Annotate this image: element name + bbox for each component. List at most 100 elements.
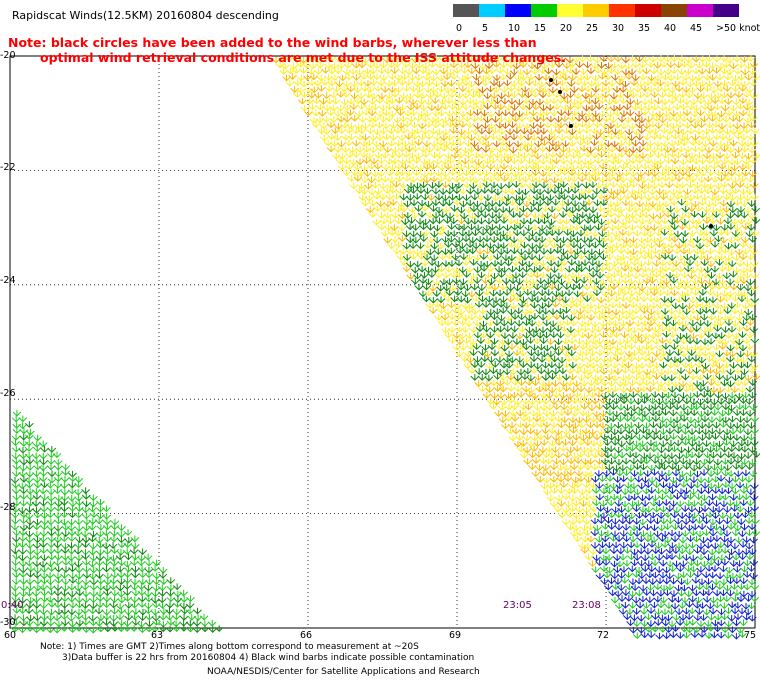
wind-barb [663,146,673,154]
wind-barb [504,91,513,99]
wind-barb [492,61,501,68]
wind-barb [365,152,375,160]
wind-barb [610,385,620,393]
wind-barb [658,259,668,267]
wind-barb [634,589,644,597]
wind-barb [428,61,437,68]
wind-barb [605,175,615,182]
wind-barb [688,86,697,94]
wind-barb [531,326,541,334]
wind-barb [405,157,414,165]
wind-barb [635,278,645,286]
wind-barb [589,295,599,303]
wind-barb [562,62,572,70]
wind-barb [631,61,641,69]
wind-barb [351,61,361,69]
wind-barb [368,121,378,129]
lat-label-30: -30 [0,617,16,628]
wind-barb [496,235,505,242]
wind-barb [592,278,601,285]
wind-barb [673,230,683,238]
wind-barb [442,140,451,148]
wind-barb [103,548,112,555]
wind-barb [576,463,586,471]
wind-barb [725,121,735,129]
wind-barb [561,428,571,436]
wind-barb [701,229,711,237]
wind-barb [511,115,521,123]
wind-barb [379,217,389,225]
wind-barb [368,98,377,105]
wind-barb [478,139,488,146]
wind-barb [137,595,147,603]
wind-barb [542,488,552,496]
wind-barb [704,578,713,586]
wind-barb [600,235,610,243]
wind-barb [551,199,561,206]
wind-barb [722,595,732,603]
wind-barb [661,188,671,196]
wind-barb [671,92,680,100]
wind-barb [716,320,726,327]
wind-barb [604,541,614,549]
wind-barb [534,176,544,184]
wind-barb [686,62,696,69]
wind-barb [173,590,183,598]
wind-barb [743,271,752,279]
wind-barb [645,272,655,280]
wind-barb [606,55,616,63]
wind-barb [684,565,693,572]
wind-barb [730,583,739,590]
wind-barb [600,458,610,465]
wind-barb [555,373,564,381]
wind-barb [461,235,471,243]
wind-barb [598,541,607,549]
wind-barb [349,158,359,166]
wind-barb [486,242,495,250]
wind-barb [740,80,750,88]
wind-barb [12,553,21,560]
wind-barb [627,188,637,196]
wind-barb [508,121,517,129]
wind-barb [404,145,414,153]
wind-barb [368,134,378,142]
wind-barb [679,350,689,358]
wind-barb [68,505,77,512]
wind-barb [603,530,613,537]
scale-swatch-4 [557,4,583,17]
wind-barb [10,547,20,555]
wind-barb [60,601,70,609]
wind-barb [720,158,730,165]
wind-barb [726,314,736,321]
wind-barb [715,205,725,213]
wind-barb [429,175,439,183]
wind-barb [483,194,493,202]
wind-barb [640,319,650,327]
wind-barb [685,259,695,267]
wind-barb [711,254,720,262]
wind-barb [604,373,614,381]
wind-barb [82,565,91,573]
wind-barb [327,67,337,75]
wind-barb [748,314,758,321]
wind-barb [624,229,634,237]
wind-barb [698,302,708,310]
wind-barb [539,104,548,112]
wind-barb [392,181,401,188]
wind-barb [628,313,638,321]
wind-barb [487,67,497,75]
wind-barb [525,182,535,190]
wind-barb [470,283,480,291]
wind-barb [467,290,477,298]
wind-barb [515,122,525,130]
wind-barb [538,416,548,423]
wind-barb [473,211,483,219]
wind-barb [614,235,624,242]
wind-barb [489,289,498,297]
wind-barb [507,199,517,206]
wind-barb [605,331,615,339]
wind-barb [696,542,706,550]
wind-barb [708,140,718,147]
wind-barb [696,97,706,105]
wind-barb [637,560,646,567]
